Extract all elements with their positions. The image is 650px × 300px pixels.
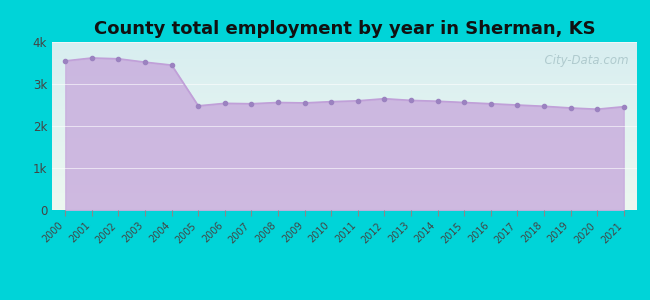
Text: City-Data.com: City-Data.com <box>537 54 628 67</box>
Title: County total employment by year in Sherman, KS: County total employment by year in Sherm… <box>94 20 595 38</box>
